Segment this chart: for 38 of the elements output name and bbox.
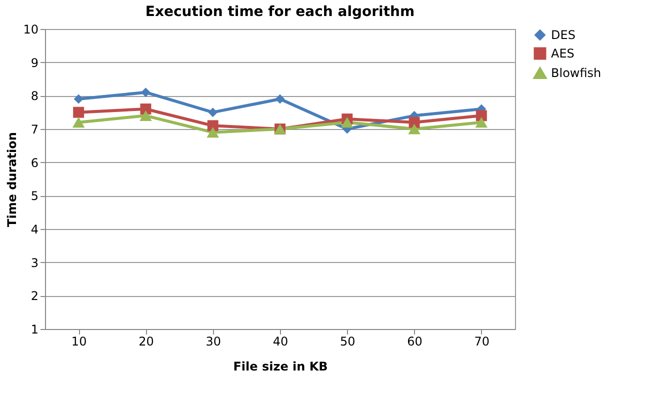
point bbox=[208, 108, 218, 118]
x-tick-label: 40 bbox=[272, 334, 288, 348]
x-tick-label: 20 bbox=[138, 334, 154, 348]
legend-label: DES bbox=[551, 28, 576, 42]
point bbox=[476, 110, 487, 122]
y-tick-label: 8 bbox=[30, 89, 38, 104]
legend-label: AES bbox=[551, 46, 574, 60]
point bbox=[74, 94, 84, 104]
x-axis-title: File size in KB bbox=[233, 360, 328, 374]
y-tick-label: 7 bbox=[30, 122, 38, 136]
point bbox=[73, 106, 84, 118]
point bbox=[140, 110, 152, 121]
y-tick-label: 10 bbox=[23, 22, 38, 36]
point bbox=[207, 120, 218, 132]
chart-title: Execution time for each algorithm bbox=[145, 4, 415, 20]
point bbox=[140, 88, 150, 98]
x-tick-label: 60 bbox=[407, 334, 422, 348]
point bbox=[408, 124, 420, 134]
x-tick-label: 70 bbox=[474, 334, 490, 348]
point bbox=[275, 94, 285, 104]
legend-label: Blowfish bbox=[551, 66, 602, 80]
y-tick-label: 3 bbox=[30, 256, 38, 270]
point bbox=[408, 116, 420, 128]
point bbox=[341, 117, 354, 128]
point bbox=[206, 127, 219, 138]
point bbox=[475, 117, 488, 128]
y-tick-label: 5 bbox=[30, 189, 38, 204]
y-axis-title: Time duration bbox=[5, 132, 20, 227]
x-tick-label: 10 bbox=[71, 334, 87, 348]
point bbox=[72, 117, 85, 128]
x-tick-label: 30 bbox=[206, 334, 221, 348]
y-tick-label: 1 bbox=[30, 322, 38, 336]
y-tick-label: 2 bbox=[30, 289, 38, 304]
y-tick-label: 6 bbox=[30, 156, 38, 170]
y-tick-label: 9 bbox=[30, 56, 38, 70]
y-tick-label: 4 bbox=[30, 222, 38, 236]
x-tick-label: 50 bbox=[340, 334, 356, 348]
point bbox=[140, 104, 152, 114]
